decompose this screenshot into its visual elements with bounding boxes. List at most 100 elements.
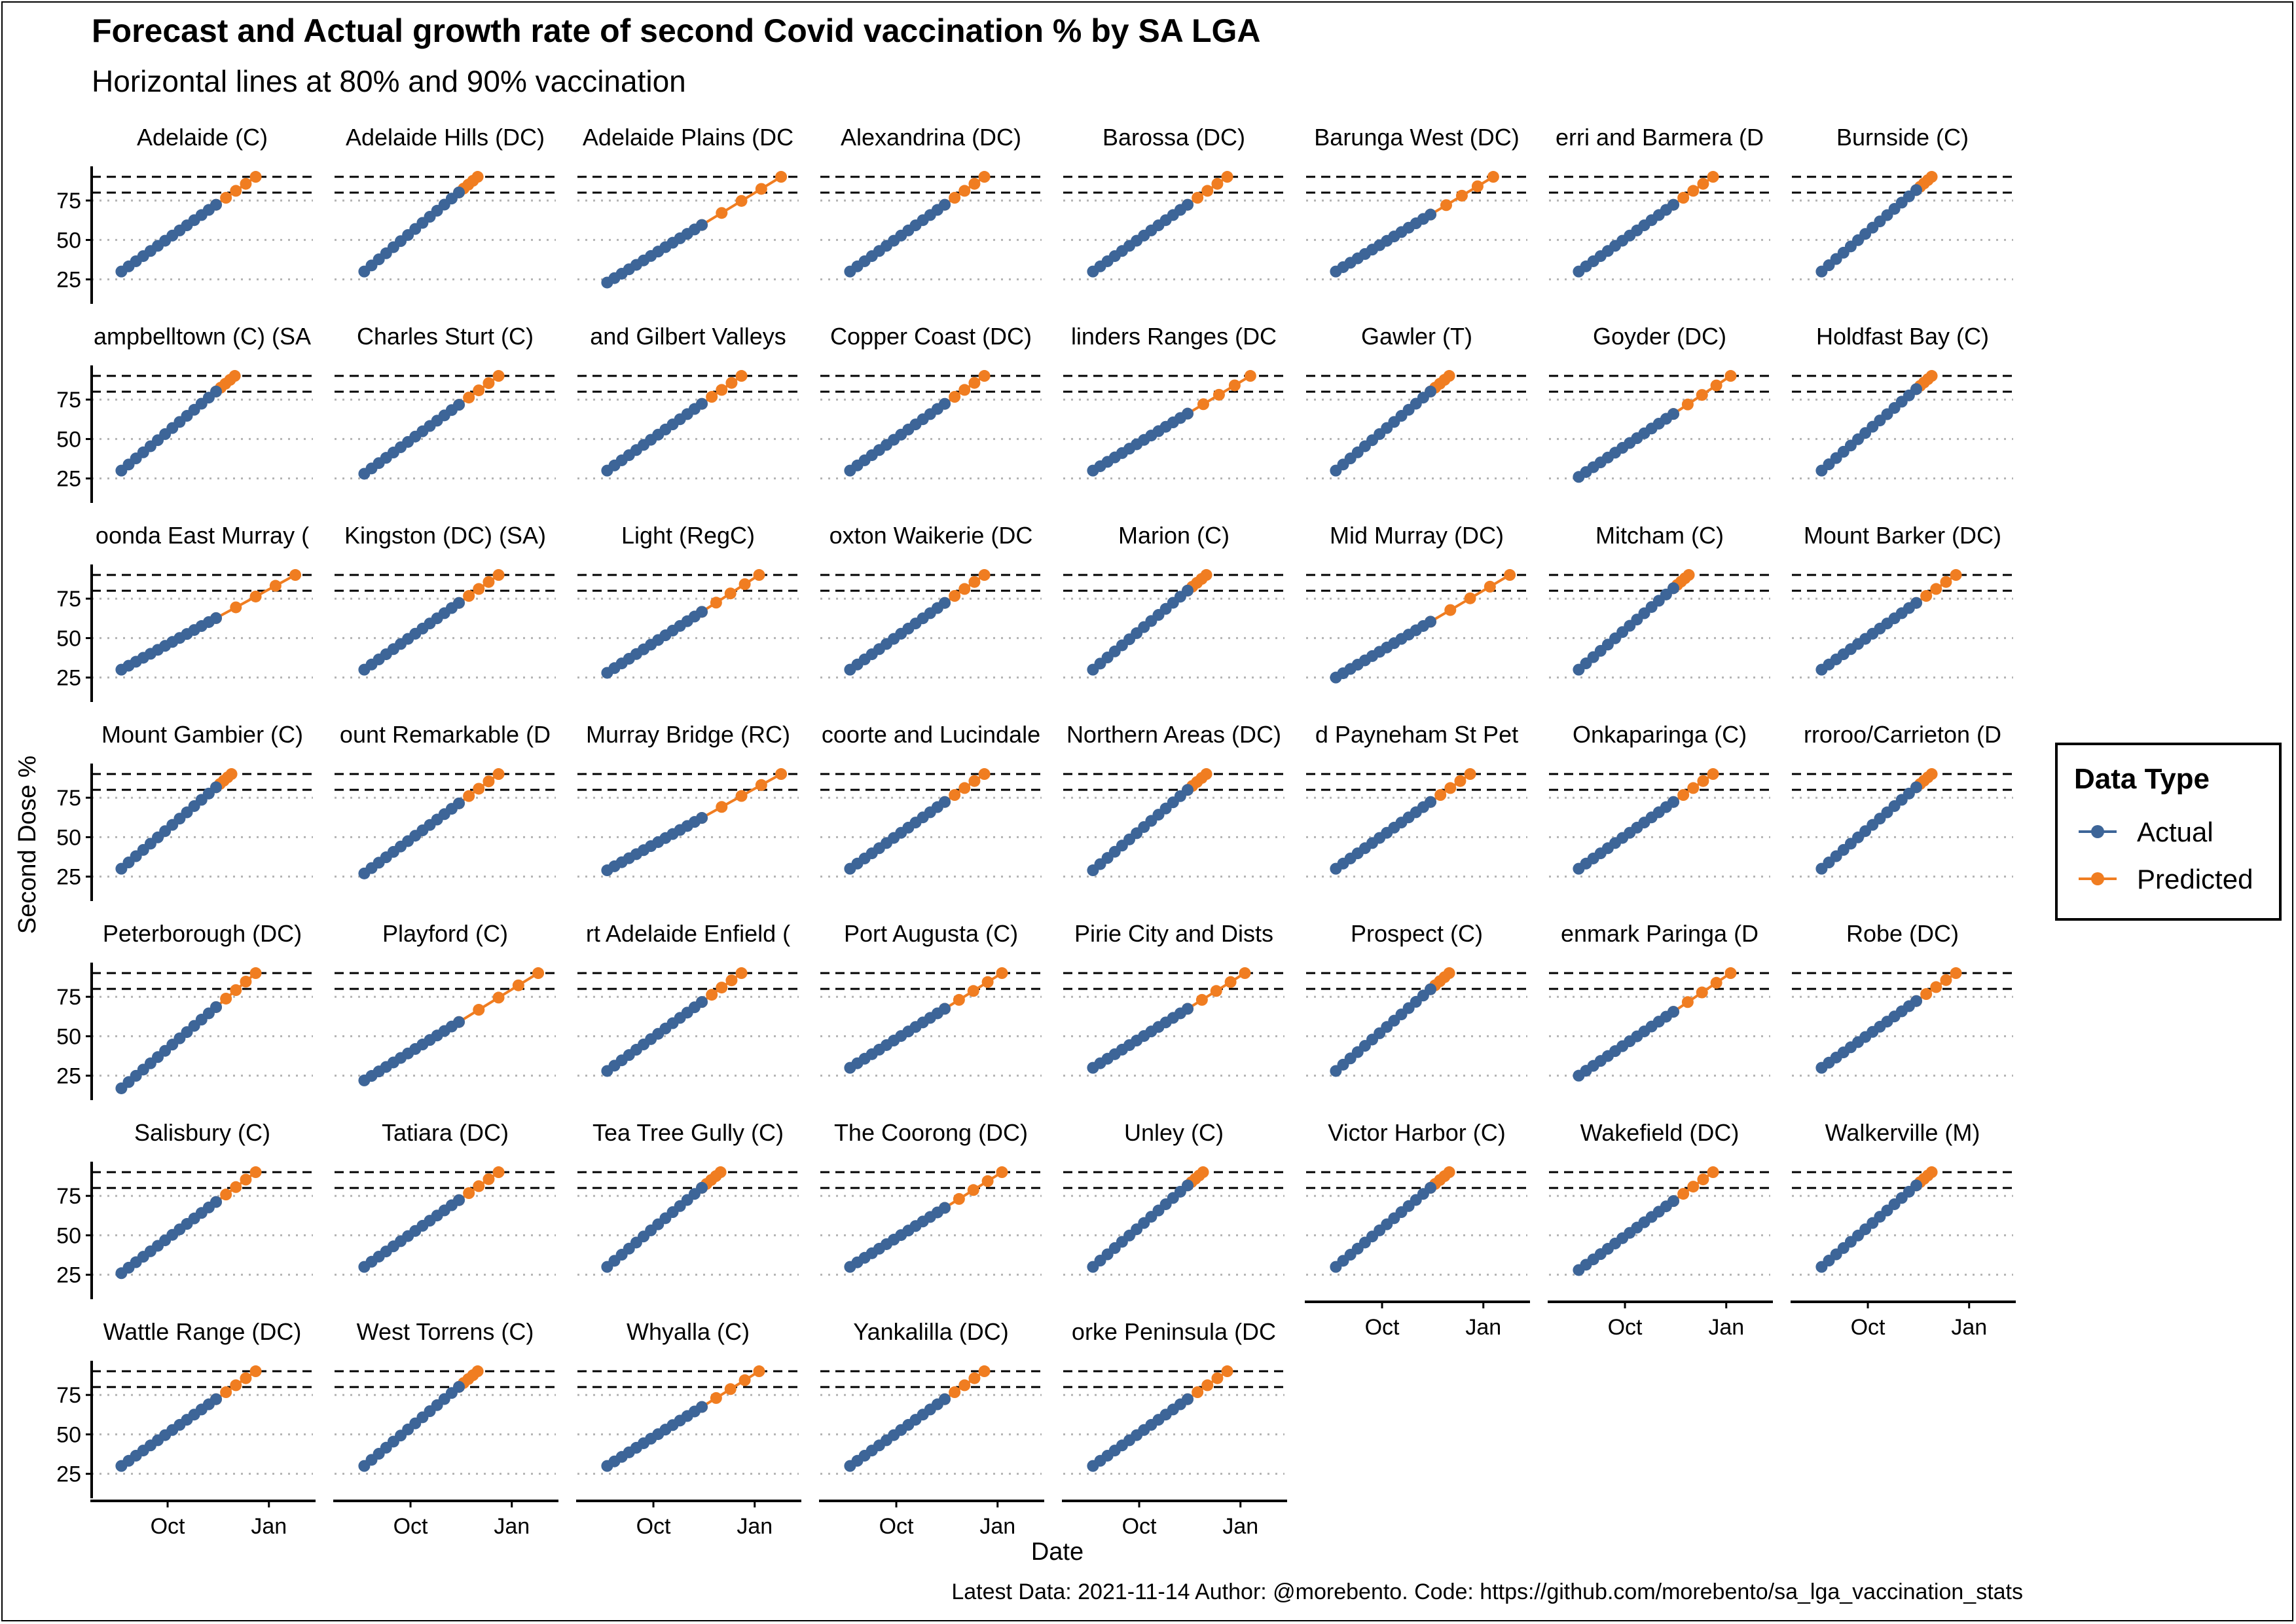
y-tick-label: 75 bbox=[56, 587, 81, 612]
predicted-point bbox=[1925, 370, 1938, 382]
predicted-point bbox=[949, 391, 961, 403]
panel-strip-label: The Coorong (DC) bbox=[834, 1119, 1028, 1146]
predicted-point bbox=[230, 601, 242, 614]
predicted-point bbox=[1487, 171, 1499, 183]
predicted-point bbox=[1707, 1166, 1719, 1179]
panel-alexandrina-dc: Alexandrina (DC) bbox=[820, 124, 1042, 281]
panel-strip-label: oxton Waikerie (DC bbox=[829, 522, 1033, 549]
panel-strip-label: d Payneham St Pet bbox=[1315, 721, 1518, 748]
predicted-point bbox=[1444, 604, 1457, 616]
panel-strip-label: Wattle Range (DC) bbox=[103, 1318, 302, 1345]
predicted-point bbox=[249, 1365, 262, 1378]
x-tick-label: Jan bbox=[737, 1514, 773, 1539]
panel-strip-label: enmark Paringa (D bbox=[1561, 920, 1758, 947]
actual-point bbox=[939, 198, 951, 211]
panel-and-gilbert-valleys: and Gilbert Valleys bbox=[577, 323, 799, 480]
predicted-point bbox=[710, 597, 722, 609]
legend-title: Data Type bbox=[2074, 763, 2210, 795]
panel-port-augusta-c: Port Augusta (C) bbox=[820, 920, 1042, 1077]
predicted-point bbox=[735, 194, 748, 207]
legend: Data Type Actual Predicted bbox=[2055, 743, 2282, 921]
panel-marion-c: Marion (C) bbox=[1063, 522, 1285, 679]
panel-rroroo-carrieton-d: rroroo/Carrieton (D bbox=[1792, 721, 2013, 878]
actual-point bbox=[1182, 407, 1194, 420]
predicted-point bbox=[473, 384, 485, 397]
predicted-point bbox=[949, 789, 961, 802]
predicted-point bbox=[1443, 967, 1455, 980]
predicted-point bbox=[1687, 1181, 1700, 1193]
predicted-point bbox=[249, 171, 262, 183]
predicted-point bbox=[949, 1386, 961, 1399]
predicted-point bbox=[269, 580, 282, 592]
y-tick-label: 75 bbox=[56, 985, 81, 1010]
panel-strip-label: coorte and Lucindale bbox=[822, 721, 1040, 748]
predicted-point bbox=[1707, 768, 1719, 781]
panel-strip-label: Murray Bridge (RC) bbox=[586, 721, 790, 748]
facet-panels: Adelaide (C) 25 50 75 Adelaide Hills (DC) Ade… bbox=[56, 124, 2016, 1539]
predicted-point bbox=[228, 370, 241, 382]
panel-strip-label: ampbelltown (C) (SA bbox=[94, 323, 311, 350]
y-tick-label: 25 bbox=[56, 666, 81, 691]
x-tick-label: Jan bbox=[1951, 1315, 1987, 1340]
panel-strip-label: Peterborough (DC) bbox=[103, 920, 302, 947]
panel-strip-label: Port Augusta (C) bbox=[844, 920, 1018, 947]
actual-point bbox=[210, 385, 223, 397]
predicted-point bbox=[716, 982, 728, 994]
actual-point bbox=[453, 1380, 465, 1393]
predicted-point bbox=[725, 377, 738, 389]
predicted-point bbox=[1192, 1386, 1204, 1399]
panel-oxton-waikerie-dc: oxton Waikerie (DC bbox=[820, 522, 1042, 679]
predicted-point bbox=[710, 1392, 722, 1404]
predicted-point bbox=[492, 768, 505, 781]
y-tick-label: 50 bbox=[56, 427, 81, 452]
predicted-point bbox=[1724, 370, 1737, 382]
panel-strip-label: Adelaide Plains (DC bbox=[583, 124, 793, 151]
predicted-point bbox=[755, 183, 767, 195]
predicted-point bbox=[1200, 768, 1212, 781]
predicted-point bbox=[1228, 379, 1241, 392]
predicted-point bbox=[1950, 569, 1962, 581]
predicted-point bbox=[1455, 189, 1468, 202]
predicted-point bbox=[240, 1173, 252, 1186]
predicted-point bbox=[1471, 180, 1484, 193]
panel-murray-bridge-rc: Murray Bridge (RC) bbox=[577, 721, 799, 878]
x-tick-label: Oct bbox=[151, 1514, 185, 1539]
actual-point bbox=[453, 186, 465, 198]
predicted-point bbox=[738, 1374, 751, 1386]
predicted-point bbox=[240, 1372, 252, 1384]
predicted-point bbox=[1454, 775, 1467, 787]
actual-point bbox=[210, 781, 223, 794]
panel-strip-label: Mid Murray (DC) bbox=[1330, 522, 1504, 549]
predicted-point bbox=[958, 583, 971, 595]
predicted-point bbox=[512, 979, 524, 991]
panel-oonda-east-murray: oonda East Murray (25 50 75 bbox=[56, 522, 313, 702]
panel-rt-adelaide-enfield: rt Adelaide Enfield ( bbox=[577, 920, 799, 1077]
predicted-point bbox=[463, 790, 475, 802]
y-tick-label: 50 bbox=[56, 1422, 81, 1447]
actual-point bbox=[1910, 597, 1923, 609]
predicted-point bbox=[532, 967, 545, 980]
panel-strip-label: Mitcham (C) bbox=[1595, 522, 1724, 549]
predicted-point bbox=[1696, 389, 1708, 401]
panel-barossa-dc: Barossa (DC) bbox=[1063, 124, 1285, 281]
predicted-point bbox=[1940, 974, 1952, 986]
panel-adelaide-c: Adelaide (C) 25 50 75 bbox=[56, 124, 313, 304]
predicted-point bbox=[1677, 192, 1690, 204]
predicted-point bbox=[706, 989, 718, 1001]
y-tick-label: 75 bbox=[56, 1383, 81, 1408]
panel-strip-label: Yankalilla (DC) bbox=[853, 1318, 1008, 1345]
panel-charles-sturt-c: Charles Sturt (C) bbox=[335, 323, 556, 480]
panel-mount-gambier-c: Mount Gambier (C) 25 50 75 bbox=[56, 721, 313, 901]
panel-burnside-c: Burnside (C) bbox=[1792, 124, 2013, 281]
panel-wattle-range-dc: Wattle Range (DC) 25 50 75 Oct Jan bbox=[56, 1318, 316, 1539]
predicted-point bbox=[1697, 177, 1709, 190]
predicted-point bbox=[1192, 192, 1204, 204]
x-tick-label: Oct bbox=[1608, 1315, 1643, 1340]
panel-strip-label: Onkaparinga (C) bbox=[1573, 721, 1747, 748]
x-axis-title: Date bbox=[1031, 1538, 1084, 1566]
predicted-point bbox=[1710, 379, 1722, 392]
predicted-point bbox=[473, 583, 485, 595]
panel-strip-label: Playford (C) bbox=[382, 920, 508, 947]
panel-strip-label: Whyalla (C) bbox=[627, 1318, 750, 1345]
